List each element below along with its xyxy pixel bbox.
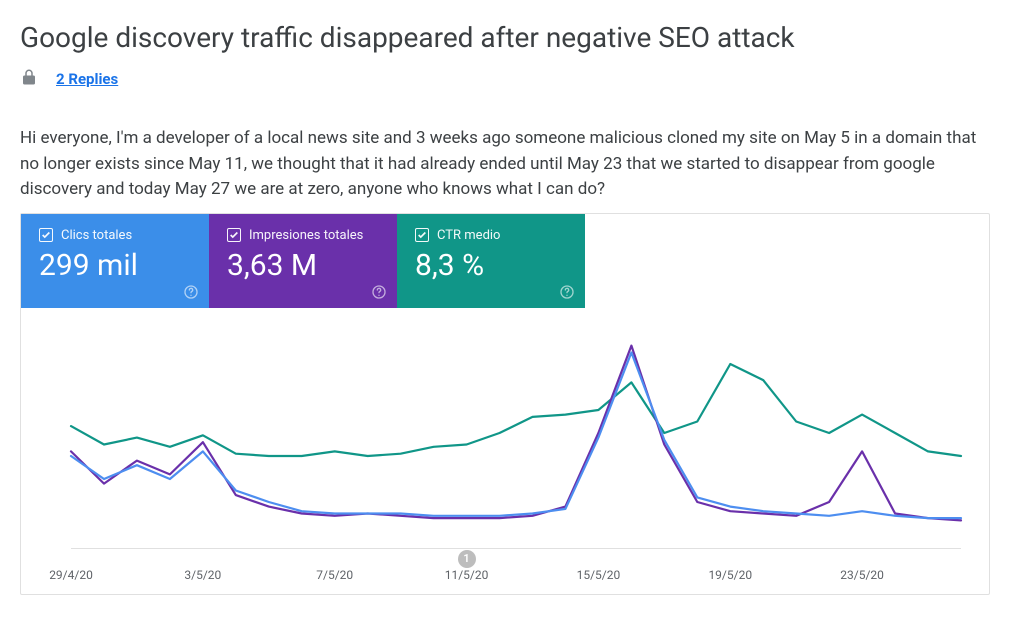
x-axis: 29/4/20 3/5/20 7/5/20 11/5/20 15/5/20 19/5/20… (21, 568, 991, 596)
metric-value: 299 mil (39, 249, 191, 282)
post-body: Hi everyone, I'm a developer of a local … (20, 126, 990, 203)
annotation-marker[interactable]: 1 (458, 550, 476, 568)
help-icon[interactable] (371, 284, 387, 300)
metric-ctr[interactable]: CTR medio 8,3 % (397, 214, 585, 308)
metric-value: 3,63 M (227, 249, 379, 282)
x-tick-label: 19/5/20 (708, 568, 752, 582)
line-chart: 1 29/4/20 3/5/20 7/5/20 11/5/20 15/5/20 19/5/… (21, 308, 989, 594)
replies-link[interactable]: 2 Replies (56, 70, 118, 88)
help-icon[interactable] (559, 284, 575, 300)
x-tick-label: 3/5/20 (184, 568, 221, 582)
x-tick-label: 7/5/20 (316, 568, 353, 582)
checkbox-icon (227, 228, 241, 242)
metric-label: Clics totales (61, 228, 132, 243)
post-meta: 2 Replies (20, 68, 990, 90)
metric-label: CTR medio (437, 228, 500, 243)
checkbox-icon (415, 228, 429, 242)
help-icon[interactable] (183, 284, 199, 300)
metrics-row: Clics totales 299 mil Impresiones totale… (21, 214, 989, 308)
performance-card: Clics totales 299 mil Impresiones totale… (20, 213, 990, 595)
lock-icon (20, 68, 38, 90)
metric-impressions[interactable]: Impresiones totales 3,63 M (209, 214, 397, 308)
checkbox-icon (39, 228, 53, 242)
x-tick-label: 23/5/20 (840, 568, 884, 582)
post-title: Google discovery traffic disappeared aft… (20, 20, 990, 56)
chart-svg (21, 308, 991, 558)
metric-label: Impresiones totales (249, 228, 363, 243)
x-tick-label: 15/5/20 (577, 568, 621, 582)
x-tick-label: 29/4/20 (49, 568, 93, 582)
x-tick-label: 11/5/20 (445, 568, 489, 582)
metric-clicks[interactable]: Clics totales 299 mil (21, 214, 209, 308)
metric-value: 8,3 % (415, 249, 567, 282)
